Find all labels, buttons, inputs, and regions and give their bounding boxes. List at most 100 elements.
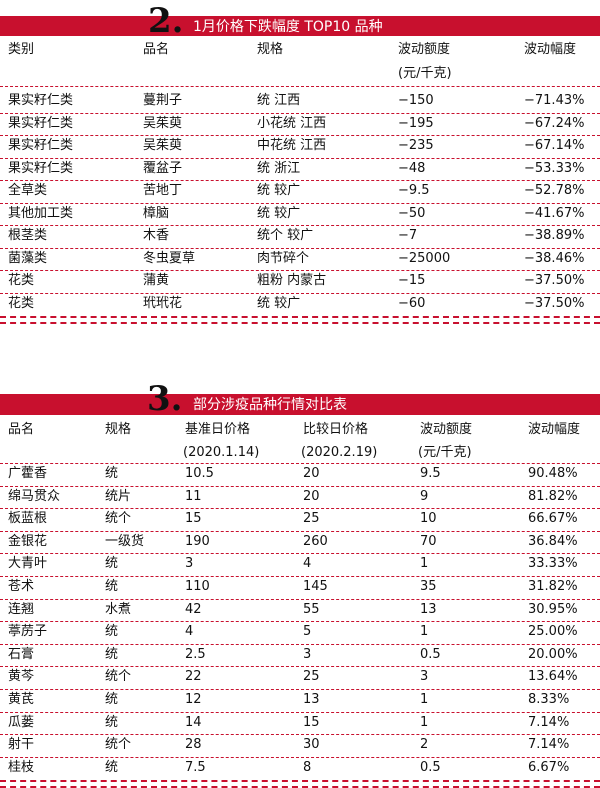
cell-spec: 统个 xyxy=(105,511,132,527)
cell-amount: 13 xyxy=(420,601,437,617)
row-divider xyxy=(0,180,600,181)
cell-amount: 10 xyxy=(420,511,437,527)
row-divider xyxy=(0,530,600,532)
cell-name: 石膏 xyxy=(8,646,35,662)
cell-amount: 2 xyxy=(420,737,429,753)
cell-spec: 统 xyxy=(105,692,119,707)
header-base-price: 基准日价格 xyxy=(185,422,251,437)
cell-spec: 统 xyxy=(105,646,119,662)
row-divider xyxy=(0,621,600,623)
cell-amount: −9.5 xyxy=(398,183,430,198)
section3-header-divider xyxy=(0,463,600,464)
cell-spec: 统 xyxy=(105,466,119,481)
cell-amount: 70 xyxy=(420,533,437,549)
cell-name: 苍术 xyxy=(8,579,35,594)
section2-banner xyxy=(0,16,600,36)
cell-percent: −53.33% xyxy=(524,160,585,176)
cell-spec: 统 江西 xyxy=(257,93,301,108)
cell-name: 大青叶 xyxy=(8,556,48,572)
cell-name: 广藿香 xyxy=(8,466,48,481)
cell-spec: 统 较广 xyxy=(257,205,301,221)
cell-category: 花类 xyxy=(8,273,35,288)
cell-compare-price: 25 xyxy=(303,669,320,685)
cell-base-price: 190 xyxy=(185,533,210,549)
cell-percent: −71.43% xyxy=(524,93,585,108)
cell-compare-price: 20 xyxy=(303,488,320,504)
row-divider xyxy=(0,270,600,271)
cell-category: 果实籽仁类 xyxy=(8,160,74,176)
section3-bottom-rule xyxy=(0,780,600,788)
cell-spec: 一级货 xyxy=(105,533,145,549)
cell-amount: 1 xyxy=(420,714,429,730)
cell-compare-price: 13 xyxy=(303,692,320,707)
header-unit: (元/千克) xyxy=(398,66,452,81)
cell-amount: −195 xyxy=(398,115,434,131)
cell-percent: 25.00% xyxy=(528,624,578,640)
cell-amount: −7 xyxy=(398,228,418,243)
cell-compare-price: 55 xyxy=(303,601,320,617)
cell-category: 根茎类 xyxy=(8,228,48,243)
section2-title: 1月价格下跌幅度 TOP10 品种 xyxy=(193,19,383,35)
cell-base-price: 15 xyxy=(185,511,202,527)
cell-name: 板蓝根 xyxy=(8,511,48,527)
cell-amount: 35 xyxy=(420,579,437,594)
row-divider xyxy=(0,157,600,159)
cell-amount: 9 xyxy=(420,488,429,504)
cell-name: 葶苈子 xyxy=(8,624,48,640)
cell-percent: 36.84% xyxy=(528,533,578,549)
cell-name: 冬虫夏草 xyxy=(143,250,196,266)
cell-name: 黄芪 xyxy=(8,692,35,707)
cell-base-price: 7.5 xyxy=(185,759,206,775)
cell-name: 黄芩 xyxy=(8,669,35,685)
cell-base-price: 12 xyxy=(185,692,202,707)
cell-percent: −37.50% xyxy=(524,295,585,311)
row-divider xyxy=(0,734,600,736)
cell-name: 苦地丁 xyxy=(143,183,183,198)
cell-amount: −15 xyxy=(398,273,426,288)
cell-percent: −52.78% xyxy=(524,183,585,198)
header-name: 品名 xyxy=(8,422,35,437)
header-amount: 波动额度 xyxy=(398,42,451,57)
cell-amount: −150 xyxy=(398,93,434,108)
cell-category: 其他加工类 xyxy=(8,205,74,221)
row-divider xyxy=(0,135,600,136)
cell-percent: −41.67% xyxy=(524,205,585,221)
cell-percent: 90.48% xyxy=(528,466,578,481)
section3-title: 部分涉疫品种行情对比表 xyxy=(193,397,347,413)
cell-base-price: 14 xyxy=(185,714,202,730)
section3-banner xyxy=(0,394,600,415)
row-divider xyxy=(0,202,600,204)
cell-name: 金银花 xyxy=(8,533,48,549)
cell-amount: 1 xyxy=(420,624,429,640)
cell-category: 菌藻类 xyxy=(8,250,48,266)
header-compare-date: (2020.2.19) xyxy=(301,445,378,460)
cell-compare-price: 25 xyxy=(303,511,320,527)
cell-base-price: 11 xyxy=(185,488,202,504)
cell-compare-price: 15 xyxy=(303,714,320,730)
cell-amount: 3 xyxy=(420,669,429,685)
cell-amount: −48 xyxy=(398,160,426,176)
cell-base-price: 110 xyxy=(185,579,210,594)
cell-spec: 统 较广 xyxy=(257,295,301,311)
cell-amount: 0.5 xyxy=(420,646,441,662)
cell-spec: 统 较广 xyxy=(257,183,301,198)
cell-spec: 统片 xyxy=(105,488,132,504)
cell-percent: 13.64% xyxy=(528,669,578,685)
header-spec: 规格 xyxy=(105,422,132,437)
cell-percent: −67.24% xyxy=(524,115,585,131)
cell-compare-price: 20 xyxy=(303,466,320,481)
header-spec: 规格 xyxy=(257,42,284,57)
header-amount: 波动额度 xyxy=(420,422,473,437)
header-name: 品名 xyxy=(143,42,170,57)
row-divider xyxy=(0,485,600,487)
cell-compare-price: 8 xyxy=(303,759,312,775)
header-compare-price: 比较日价格 xyxy=(303,422,369,437)
cell-amount: −60 xyxy=(398,295,426,311)
cell-amount: 9.5 xyxy=(420,466,441,481)
cell-amount: 1 xyxy=(420,692,429,707)
cell-spec: 统 xyxy=(105,714,119,730)
row-divider xyxy=(0,292,600,294)
cell-name: 樟脑 xyxy=(143,205,170,221)
row-divider xyxy=(0,756,600,758)
cell-spec: 粗粉 内蒙古 xyxy=(257,273,327,288)
